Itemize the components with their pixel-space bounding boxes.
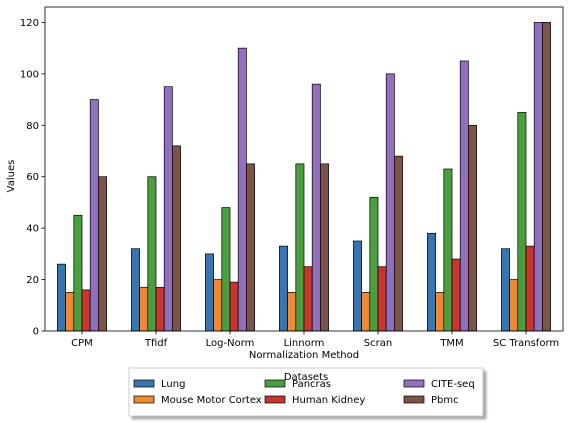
y-tick-label: 100	[20, 69, 39, 80]
legend-swatch	[264, 395, 286, 404]
legend-label: CITE-seq	[431, 379, 475, 390]
legend-box	[128, 367, 484, 417]
bar	[89, 99, 99, 332]
bar	[213, 279, 223, 332]
y-tick-label: 40	[26, 224, 39, 235]
bar	[435, 292, 445, 332]
bar	[468, 124, 477, 332]
legend-title: Datasets	[284, 372, 328, 383]
bar	[229, 281, 239, 332]
bar	[279, 245, 288, 332]
plot-area: 0 20 40 60 80 100 120 CPM Tfidf Log-Norm Linnorm Sc…	[20, 6, 564, 349]
bar	[427, 232, 436, 332]
bar	[295, 163, 305, 332]
legend: Datasets Lung Mouse Motor Cortex Pancras Hu…	[128, 367, 484, 417]
bar	[81, 289, 91, 332]
bar	[65, 292, 75, 332]
bar	[163, 86, 173, 332]
bar	[353, 240, 362, 332]
bar	[57, 263, 66, 332]
legend-label: Mouse Motor Cortex	[161, 395, 262, 406]
bar	[139, 286, 149, 332]
x-tick-label: TMM	[439, 338, 463, 349]
legend-label: Human Kidney	[292, 395, 365, 406]
bar	[98, 176, 107, 332]
x-tick-label: CPM	[71, 338, 93, 349]
bar	[459, 60, 469, 332]
legend-swatch	[133, 379, 155, 388]
bar	[542, 22, 551, 332]
bar	[147, 176, 157, 332]
bar	[221, 207, 231, 332]
legend-swatch	[403, 379, 425, 388]
bar	[303, 266, 313, 332]
y-tick-label: 0	[33, 327, 39, 338]
x-tick-label: Linnorm	[284, 338, 325, 349]
bar	[525, 245, 535, 332]
legend-swatch	[133, 395, 155, 404]
x-tick-label: Tfidf	[144, 338, 168, 349]
bar	[131, 248, 140, 332]
x-tick-label: Scran	[364, 338, 392, 349]
bar	[172, 145, 181, 332]
legend-label: Lung	[161, 379, 185, 390]
y-tick-label: 60	[26, 172, 39, 183]
bar	[237, 47, 247, 332]
bar	[385, 73, 395, 332]
x-tick-label: SC Transform	[493, 338, 559, 349]
y-tick-label: 20	[26, 275, 39, 286]
legend-label: Pbmc	[431, 395, 459, 406]
bar	[369, 196, 379, 332]
bar	[443, 168, 453, 332]
y-axis-title: Values	[6, 160, 17, 193]
bar	[73, 214, 83, 332]
bar	[246, 163, 255, 332]
bar	[377, 266, 387, 332]
bar	[361, 292, 371, 332]
y-tick-label: 80	[26, 121, 39, 132]
legend-swatch	[403, 395, 425, 404]
x-axis-title: Normalization Method	[249, 350, 359, 361]
bar	[451, 258, 461, 332]
bar	[320, 163, 329, 332]
bar	[509, 279, 519, 332]
bar	[533, 22, 543, 332]
bar	[517, 112, 527, 332]
bar	[394, 155, 403, 332]
legend-swatch	[264, 379, 286, 388]
legend-label: Pancras	[292, 379, 331, 390]
x-tick-label: Log-Norm	[206, 338, 255, 349]
bar	[311, 83, 321, 332]
bar	[155, 286, 165, 332]
bar	[205, 253, 214, 332]
y-tick-label: 120	[20, 18, 39, 29]
bar	[501, 248, 510, 332]
bar	[287, 292, 297, 332]
